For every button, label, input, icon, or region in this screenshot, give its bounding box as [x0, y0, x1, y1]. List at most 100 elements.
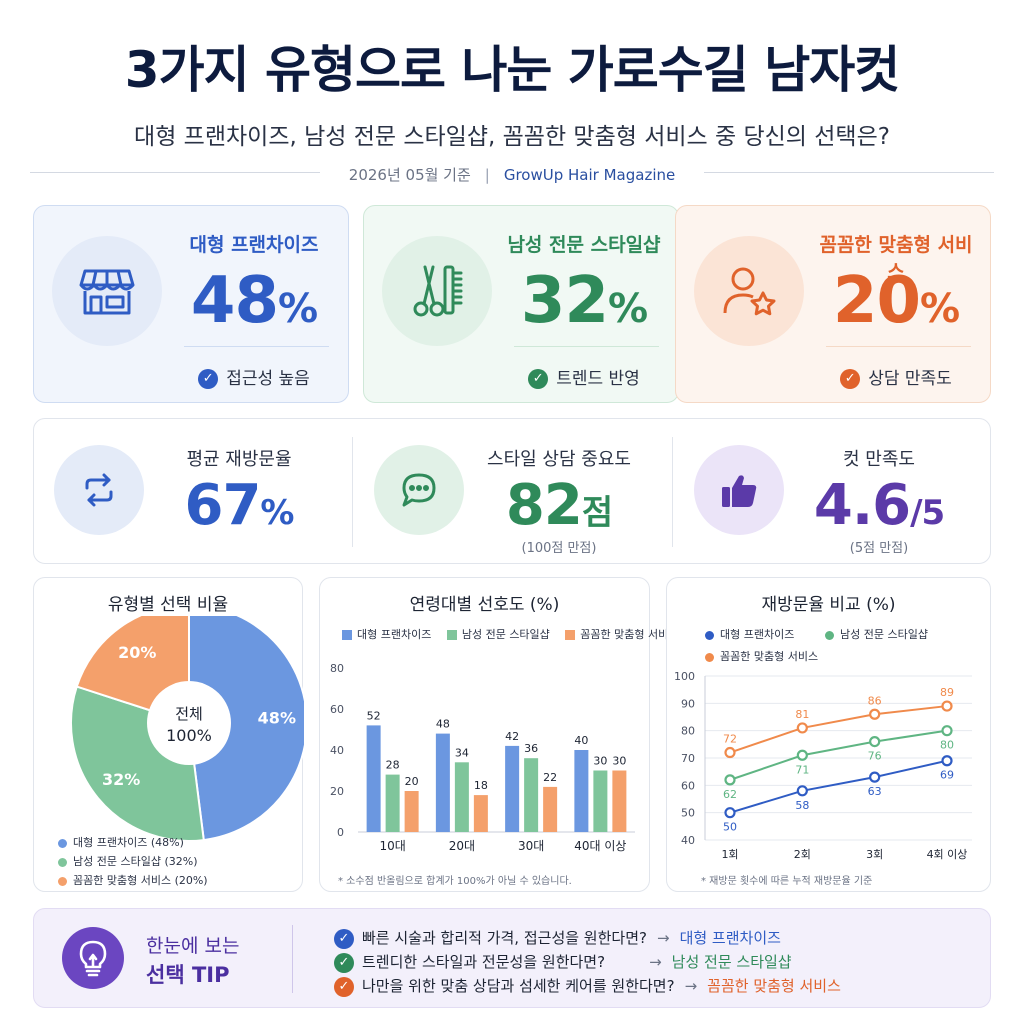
- meta-line: 2026년 05월 기준 | GrowUp Hair Magazine: [30, 158, 994, 188]
- stat-label: 컷 만족도: [843, 449, 915, 470]
- type-card-custom-service: 꼼꼼한 맞춤형 서비스 20% ✓ 상담 만족도: [675, 205, 991, 403]
- bar: [543, 786, 558, 832]
- data-point: [724, 746, 736, 759]
- legend-swatch: [342, 630, 352, 640]
- check-icon: ✓: [198, 369, 219, 389]
- pie-slice-label: 32%: [102, 770, 140, 789]
- meta-rule-right: [704, 172, 994, 173]
- data-label: 76: [868, 750, 882, 763]
- type-percent: 48%: [174, 264, 334, 338]
- stat-icon-circle: [54, 445, 144, 535]
- tip-line: ✓ 트렌디한 스타일과 전문성을 원한다면? → 남성 전문 스타일샵: [334, 951, 792, 973]
- pie-legend-item: 꼼꼼한 맞춤형 서비스 (20%): [58, 872, 208, 888]
- data-label: 50: [723, 821, 737, 834]
- data-point: [869, 771, 881, 783]
- line-legend-item: 대형 프랜차이즈: [705, 626, 794, 642]
- type-percent: 32%: [504, 264, 664, 338]
- stat-icon-circle: [374, 445, 464, 535]
- bar-value-label: 36: [524, 742, 538, 755]
- pie-center-label: 전체: [175, 705, 203, 723]
- type-name: 남성 전문 스타일샵: [507, 234, 661, 256]
- data-point: [869, 708, 881, 720]
- stat-number: 4.6: [813, 473, 911, 538]
- tip-bulb-circle: [62, 927, 124, 989]
- legend-label: 꼼꼼한 맞춤형 서비스 (20%): [73, 874, 208, 887]
- legend-label: 남성 전문 스타일샵: [840, 628, 928, 641]
- y-tick-label: 60: [681, 779, 695, 792]
- y-tick-label: 80: [330, 662, 344, 675]
- stat-label: 스타일 상담 중요도: [487, 449, 631, 470]
- chat-bubble-icon: [402, 473, 436, 507]
- data-label: 58: [795, 799, 809, 812]
- type-unit: %: [607, 286, 648, 332]
- stat-divider: [352, 437, 353, 547]
- bar: [473, 795, 488, 832]
- data-label: 62: [723, 788, 737, 801]
- check-icon: ✓: [528, 369, 549, 389]
- meta-rule-left: [30, 172, 320, 173]
- legend-label: 대형 프랜차이즈: [357, 628, 432, 641]
- data-point: [941, 755, 953, 767]
- meta-separator: |: [484, 166, 490, 184]
- stat-unit: %: [260, 493, 294, 533]
- data-point: [796, 749, 808, 761]
- selection-tip: 한눈에 보는 선택 TIP ✓ 빠른 시술과 합리적 가격, 접근성을 원한다면?…: [33, 908, 991, 1008]
- tip-answer: 꼼꼼한 맞춤형 서비스: [707, 977, 841, 995]
- stat-value: 82점: [474, 473, 644, 538]
- stat-icon-circle: [694, 445, 784, 535]
- type-feature: ✓ 접근성 높음: [154, 364, 354, 389]
- type-name: 꼼꼼한 맞춤형 서비스: [819, 234, 973, 283]
- y-tick-label: 80: [681, 725, 695, 738]
- stat-number: 82: [505, 473, 583, 538]
- type-value: 20: [832, 264, 921, 338]
- legend-swatch: [565, 630, 576, 640]
- series-line: [729, 759, 948, 814]
- line-chart-panel: 재방문율 비교 (%) 대형 프랜차이즈 남성 전문 스타일샵 꼼꼼한 맞춤형 …: [666, 577, 991, 892]
- tip-question: 나만을 위한 맞춤 상담과 섬세한 케어를 원한다면?: [362, 977, 675, 995]
- pie-center-hole: [147, 681, 231, 765]
- pie-chart-title: 유형별 선택 비율: [107, 595, 229, 615]
- data-point: [796, 722, 808, 734]
- stat-number: 67: [184, 473, 261, 538]
- type-feature-label: 접근성 높음: [226, 369, 310, 389]
- bar-chart-footnote: * 소수점 반올림으로 합계가 100%가 아닐 수 있습니다.: [338, 876, 572, 887]
- stat-divider: [672, 437, 673, 547]
- x-tick-label: 4회 이상: [927, 848, 968, 861]
- y-tick-label: 20: [330, 785, 344, 798]
- bar-value-label: 18: [474, 779, 488, 792]
- pie-center-value: 100%: [166, 726, 212, 745]
- x-tick-label: 2회: [794, 848, 811, 861]
- legend-dot: [705, 652, 714, 662]
- type-unit: %: [919, 286, 960, 332]
- pie-legend-item: 남성 전문 스타일샵 (32%): [58, 853, 197, 869]
- tip-answer: 대형 프랜차이즈: [679, 929, 781, 947]
- bar: [366, 725, 381, 832]
- line-legend-item: 꼼꼼한 맞춤형 서비스: [705, 648, 818, 664]
- type-divider: [514, 346, 659, 347]
- pie-chart-panel: 유형별 선택 비율 48% 32% 20% 전체 100% 대형 프랜차이즈 (48%)…: [33, 577, 304, 892]
- tip-title-line2: 선택 TIP: [146, 963, 230, 987]
- legend-dot: [705, 630, 714, 640]
- data-label: 71: [795, 763, 809, 776]
- check-icon: ✓: [334, 928, 354, 949]
- data-label: 81: [795, 708, 809, 721]
- x-tick-label: 30대: [518, 839, 544, 853]
- tip-question: 트렌디한 스타일과 전문성을 원한다면?: [362, 953, 606, 971]
- tip-title-line1: 한눈에 보는: [146, 935, 240, 957]
- legend-dot: [58, 876, 67, 886]
- lightbulb-icon: [79, 940, 107, 977]
- type-name: 대형 프랜차이즈: [189, 234, 319, 256]
- type-feature: ✓ 트렌드 반영: [484, 364, 684, 389]
- data-label: 72: [723, 733, 737, 746]
- type-value: 32: [520, 264, 609, 338]
- stat-unit: 점: [581, 493, 613, 533]
- check-icon: ✓: [840, 369, 861, 389]
- data-label: 89: [940, 686, 954, 699]
- tip-line: ✓ 나만을 위한 맞춤 상담과 섬세한 케어를 원한다면? → 꼼꼼한 맞춤형 서비스: [334, 975, 841, 997]
- arrow-icon: →: [649, 953, 662, 971]
- bar-value-label: 28: [386, 759, 400, 772]
- page-title: 3가지 유형으로 나눈 가로수길 남자컷: [124, 41, 900, 99]
- bar: [505, 745, 520, 832]
- bar: [524, 758, 539, 832]
- x-tick-label: 40대 이상: [574, 839, 626, 853]
